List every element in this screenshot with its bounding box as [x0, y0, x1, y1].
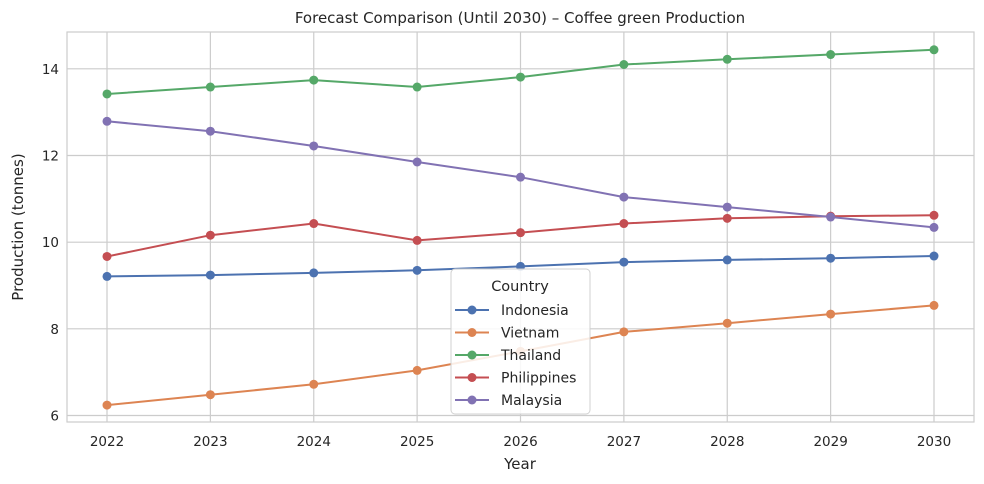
x-tick-label: 2025	[400, 434, 434, 450]
y-tick-label: 14	[42, 62, 59, 78]
data-point	[929, 251, 939, 261]
legend-marker-icon	[467, 305, 477, 315]
data-point	[722, 54, 732, 64]
series-malaysia	[102, 116, 939, 232]
data-point	[412, 235, 422, 245]
x-tick-label: 2030	[917, 434, 951, 450]
legend-item: Malaysia	[455, 393, 562, 409]
legend-item: Indonesia	[455, 303, 569, 319]
legend-title: Country	[491, 279, 549, 295]
x-tick-label: 2028	[710, 434, 744, 450]
data-point	[102, 89, 112, 99]
data-point	[722, 318, 732, 328]
legend-label: Thailand	[500, 348, 561, 364]
plot-area	[66, 31, 975, 423]
data-point	[516, 72, 525, 82]
data-point	[412, 365, 422, 375]
legend-label: Vietnam	[501, 326, 559, 342]
data-point	[619, 192, 629, 202]
legend-label: Malaysia	[501, 393, 562, 409]
data-point	[619, 219, 629, 229]
data-point	[309, 75, 319, 85]
data-point	[929, 45, 939, 55]
series-thailand	[102, 45, 939, 99]
data-point	[826, 212, 836, 222]
data-point	[309, 141, 319, 151]
data-point	[516, 172, 525, 182]
y-axis-ticks: 6 8 10 12 14	[42, 62, 59, 425]
x-tick-label: 2022	[90, 434, 124, 450]
x-axis-label: Year	[503, 455, 537, 473]
data-point	[205, 230, 215, 240]
legend-items: Indonesia Vietnam Thailand Philippines Malay…	[455, 303, 576, 409]
data-point	[205, 390, 215, 400]
x-tick-label: 2026	[503, 434, 537, 450]
legend-label: Indonesia	[501, 303, 569, 319]
data-point	[205, 82, 215, 92]
data-point	[102, 251, 112, 261]
x-tick-label: 2023	[193, 434, 227, 450]
data-point	[826, 309, 836, 319]
x-tick-label: 2027	[607, 434, 641, 450]
data-point	[826, 50, 836, 60]
data-point	[722, 202, 732, 212]
data-point	[722, 213, 732, 223]
legend-marker-icon	[467, 373, 477, 382]
legend-item: Philippines	[455, 371, 576, 387]
y-tick-label: 12	[42, 149, 59, 165]
legend-item: Thailand	[455, 348, 561, 364]
data-point	[929, 210, 939, 220]
data-point	[619, 257, 629, 267]
data-point	[929, 222, 939, 232]
data-point	[826, 253, 836, 263]
data-point	[619, 60, 629, 69]
legend: Country Indonesia Vietnam Thailand Philippi…	[450, 268, 591, 415]
data-point	[929, 300, 939, 310]
legend-marker-icon	[467, 350, 477, 360]
y-axis-label: Production (tonnes)	[9, 153, 27, 300]
data-point	[309, 219, 319, 229]
data-point	[412, 82, 422, 92]
y-tick-label: 8	[50, 322, 59, 338]
x-axis-ticks: 2022 2023 2024 2025 2026 2027 2028 2029 2030	[90, 434, 951, 450]
data-point	[412, 265, 422, 275]
grid	[67, 32, 974, 422]
data-point	[205, 270, 215, 280]
data-point	[516, 228, 525, 238]
data-point	[309, 268, 319, 278]
data-point	[619, 327, 629, 337]
y-tick-label: 10	[42, 235, 59, 251]
data-point	[102, 400, 112, 410]
legend-label: Philippines	[501, 371, 576, 387]
legend-marker-icon	[467, 328, 477, 337]
legend-marker-icon	[467, 395, 477, 405]
data-point	[102, 116, 112, 126]
series	[102, 45, 939, 410]
legend-item: Vietnam	[455, 326, 559, 342]
y-tick-label: 6	[50, 409, 59, 425]
x-tick-label: 2029	[813, 434, 847, 450]
chart-title: Forecast Comparison (Until 2030) – Coffe…	[295, 9, 745, 27]
data-point	[205, 126, 215, 136]
x-tick-label: 2024	[297, 434, 331, 450]
data-point	[309, 379, 319, 389]
data-point	[722, 255, 732, 265]
data-point	[412, 157, 422, 167]
data-point	[102, 271, 112, 281]
